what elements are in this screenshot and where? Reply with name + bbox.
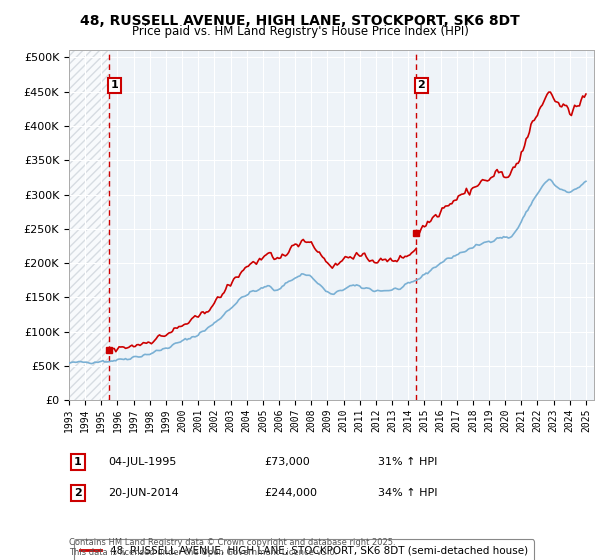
Text: Contains HM Land Registry data © Crown copyright and database right 2025.
This d: Contains HM Land Registry data © Crown c… xyxy=(69,538,395,557)
Text: £73,000: £73,000 xyxy=(264,457,310,467)
Legend: 48, RUSSELL AVENUE, HIGH LANE, STOCKPORT, SK6 8DT (semi-detached house), HPI: Av: 48, RUSSELL AVENUE, HIGH LANE, STOCKPORT… xyxy=(74,539,534,560)
Text: Price paid vs. HM Land Registry's House Price Index (HPI): Price paid vs. HM Land Registry's House … xyxy=(131,25,469,38)
Text: 1: 1 xyxy=(110,81,118,90)
Text: 2: 2 xyxy=(417,81,425,90)
Text: 31% ↑ HPI: 31% ↑ HPI xyxy=(378,457,437,467)
Text: 2: 2 xyxy=(74,488,82,498)
Text: 04-JUL-1995: 04-JUL-1995 xyxy=(108,457,176,467)
Text: £244,000: £244,000 xyxy=(264,488,317,498)
Text: 48, RUSSELL AVENUE, HIGH LANE, STOCKPORT, SK6 8DT: 48, RUSSELL AVENUE, HIGH LANE, STOCKPORT… xyxy=(80,14,520,28)
Text: 34% ↑ HPI: 34% ↑ HPI xyxy=(378,488,437,498)
Text: 20-JUN-2014: 20-JUN-2014 xyxy=(108,488,179,498)
Text: 1: 1 xyxy=(74,457,82,467)
